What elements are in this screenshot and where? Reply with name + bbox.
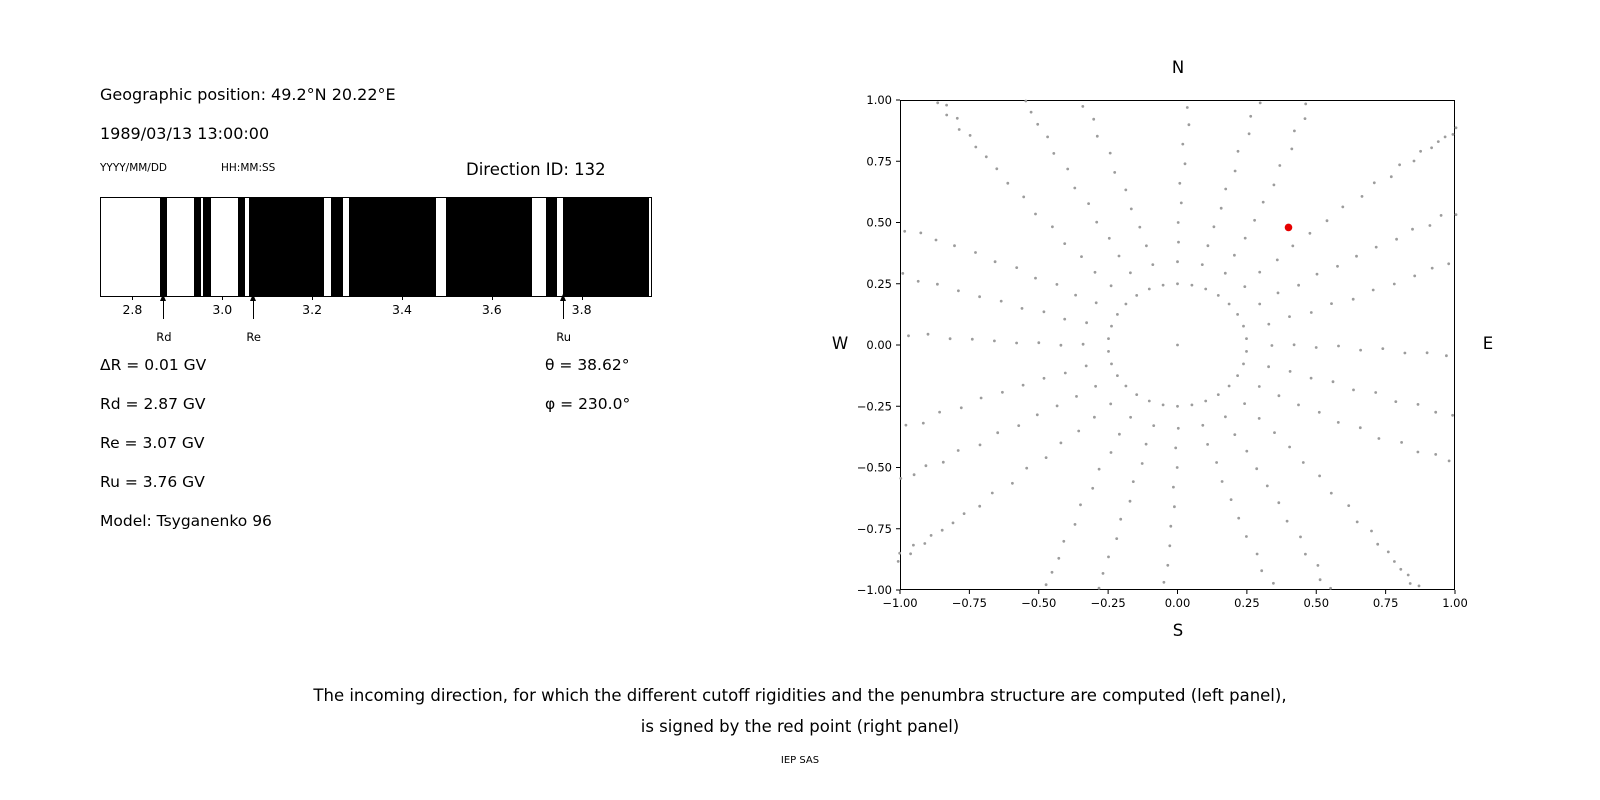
x-tick-label: 3.4 (392, 302, 412, 317)
caption-line-2: is signed by the red point (right panel) (640, 717, 960, 736)
y-tick-label: 0.75 (866, 154, 892, 168)
x-tick-label: 3.8 (571, 302, 592, 317)
x-tick-label: 3.2 (302, 302, 323, 317)
theta-value: θ = 38.62° (545, 356, 630, 374)
x-tick-label: 0.75 (1373, 596, 1399, 610)
y-axis-ticks: −1.00 −0.75 −0.50 −0.25 0.00 0.25 0.50 0.75 1.00 (857, 93, 900, 597)
direction-grid-dots (896, 99, 1458, 590)
cutoff-arrow-ru (560, 294, 567, 319)
cutoff-rigidity-markers: Rd Re Ru (100, 292, 650, 352)
penumbra-band (249, 198, 324, 296)
penumbra-band (562, 198, 649, 296)
rd-value: Rd = 2.87 GV (100, 395, 206, 413)
date-format-label: YYYY/MM/DD (100, 162, 168, 174)
y-tick-label: −0.75 (857, 522, 892, 536)
y-tick-label: 0.25 (866, 277, 892, 291)
x-tick-label: −0.75 (952, 596, 987, 610)
caption-line-1: The incoming direction, for which the di… (313, 686, 1287, 705)
x-tick-label: 3.6 (481, 302, 502, 317)
penumbra-band (160, 198, 168, 296)
cutoff-marker-label-ru: Ru (556, 330, 572, 344)
compass-east-label: E (1482, 334, 1494, 353)
cutoff-marker-label-re: Re (246, 330, 261, 344)
x-tick-label: 1.00 (1442, 596, 1468, 610)
x-tick (581, 296, 583, 300)
penumbra-band (331, 198, 344, 296)
direction-id-label: Direction ID: 132 (466, 160, 606, 179)
y-tick-label: −1.00 (857, 583, 892, 597)
x-tick (402, 296, 403, 300)
penumbra-barcode-plot (100, 197, 652, 297)
penumbra-x-axis: 2.8 3.0 3.2 3.4 3.6 3.8 (100, 296, 650, 322)
compass-north-label: N (1171, 58, 1185, 77)
x-tick-label: −1.00 (882, 596, 917, 610)
phi-value: φ = 230.0° (545, 395, 631, 413)
y-tick-label: 1.00 (866, 93, 892, 107)
plot-frame (900, 100, 1455, 590)
cutoff-marker-label-rd: Rd (156, 330, 172, 344)
penumbra-band (237, 198, 245, 296)
penumbra-band (203, 198, 211, 296)
time-format-label: HH:MM:SS (221, 162, 276, 174)
x-tick (222, 296, 224, 300)
x-tick-label: 0.25 (1234, 596, 1260, 610)
x-axis-ticks: −1.00 −0.75 −0.50 −0.25 0.00 0.25 0.50 0.75 1.00 (882, 590, 1468, 610)
x-tick (132, 296, 134, 300)
x-tick-label: 0.50 (1303, 596, 1329, 610)
y-tick-label: 0.50 (866, 216, 892, 230)
penumbra-band (349, 198, 437, 296)
cutoff-arrow-rd (160, 294, 167, 319)
ru-value: Ru = 3.76 GV (100, 473, 205, 491)
re-value: Re = 3.07 GV (100, 434, 205, 452)
credit-label: IEP SAS (780, 755, 820, 766)
selected-direction-point (1284, 223, 1293, 232)
x-tick (312, 296, 314, 300)
penumbra-band (545, 198, 558, 296)
datetime: 1989/03/13 13:00:00 (100, 124, 270, 143)
x-tick-label: 0.00 (1165, 596, 1191, 610)
penumbra-band (446, 198, 532, 296)
delta-r-value: ΔR = 0.01 GV (100, 356, 207, 374)
x-tick (491, 296, 493, 300)
y-tick-label: −0.25 (857, 399, 892, 413)
compass-west-label: W (831, 334, 849, 353)
geographic-position: Geographic position: 49.2°N 20.22°E (100, 85, 396, 104)
y-tick-label: −0.50 (857, 461, 892, 475)
x-tick-label: −0.50 (1021, 596, 1056, 610)
compass-south-label: S (1172, 621, 1184, 640)
x-tick-label: 3.0 (212, 302, 233, 317)
y-tick-label: 0.00 (866, 338, 892, 352)
direction-scatter-plot: −1.00 −0.75 −0.50 −0.25 0.00 0.25 0.50 0.75 1.00… (857, 93, 1468, 610)
x-tick-label: 2.8 (122, 302, 143, 317)
cutoff-arrow-re (250, 294, 257, 319)
x-tick-label: −0.25 (1091, 596, 1126, 610)
penumbra-band (193, 198, 201, 296)
model-label: Model: Tsyganenko 96 (100, 512, 272, 530)
